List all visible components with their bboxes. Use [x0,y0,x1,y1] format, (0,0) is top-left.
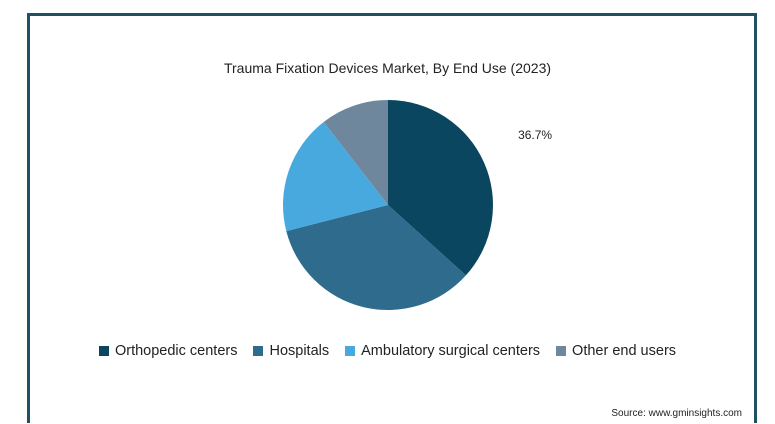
pie-slice-ambulatory-surgical-centers [283,122,388,232]
legend: Orthopedic centers Hospitals Ambulatory su… [0,343,775,359]
chart-title: Trauma Fixation Devices Market, By End U… [223,60,552,76]
pie-slice-other-end-users [323,100,388,205]
data-label: 36.7% [518,128,552,142]
legend-swatch [345,346,356,356]
legend-swatch [253,346,264,356]
legend-label: Hospitals [269,343,330,359]
legend-item: Ambulatory surgical centers [345,343,540,359]
chart-frame [27,13,757,423]
legend-item: Other end users [556,343,676,359]
legend-swatch [98,346,109,356]
legend-swatch [556,346,567,356]
legend-label: Ambulatory surgical centers [361,343,541,359]
pie-slice-hospitals [286,205,466,311]
legend-item: Hospitals [253,343,329,359]
legend-label: Other end users [572,343,677,359]
legend-item: Orthopedic centers [98,343,238,359]
legend-label: Orthopedic centers [114,343,238,359]
source-note: Source: www.gminsights.com [611,408,742,419]
pie-slice-orthopedic-centers [388,100,493,276]
